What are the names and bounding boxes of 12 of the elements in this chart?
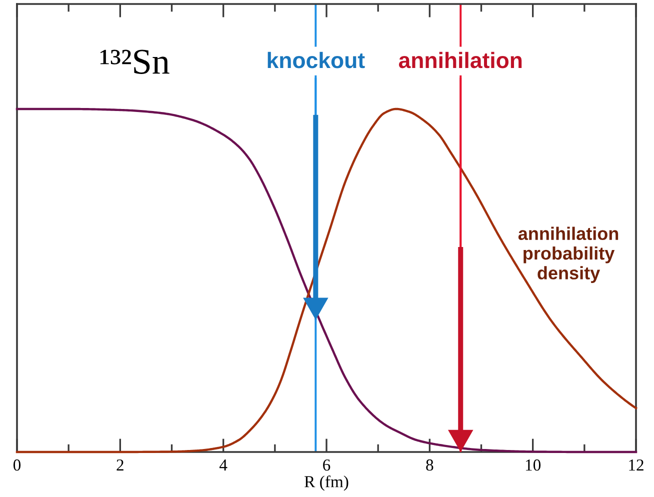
x-tick-label: 8: [426, 459, 434, 471]
x-tick-label: 4: [219, 460, 228, 471]
annotation: annihilation: [398, 52, 522, 68]
annotation: knockout: [268, 52, 365, 68]
x-tick-label: 6: [323, 459, 330, 471]
series-label: annihilation probability density: [518, 226, 618, 284]
chart-title: ¹³²Sn: [100, 50, 170, 74]
x-tick-label: 10: [526, 459, 541, 471]
x-axis-title: R (fm): [304, 475, 348, 491]
x-tick-label: 0: [13, 459, 21, 471]
x-tick-label: 12: [629, 459, 644, 471]
x-tick-label: 2: [116, 459, 124, 471]
